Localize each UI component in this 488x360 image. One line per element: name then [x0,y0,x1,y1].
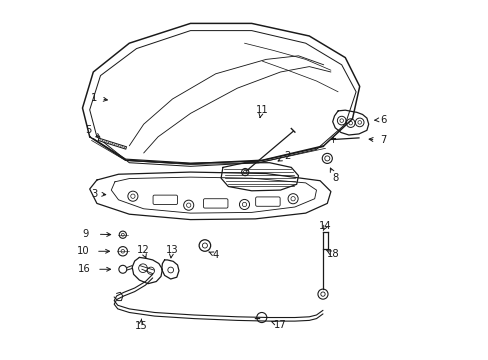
Text: 3: 3 [91,189,97,199]
Text: 15: 15 [134,321,147,331]
Text: 12: 12 [136,245,149,255]
Text: 6: 6 [379,114,386,125]
Text: 18: 18 [325,249,338,259]
Text: 7: 7 [379,135,386,145]
Text: 14: 14 [319,221,331,231]
Text: 5: 5 [84,125,91,135]
Text: 11: 11 [255,105,267,115]
Text: 10: 10 [77,246,89,256]
Text: 8: 8 [331,173,338,183]
Text: 16: 16 [78,264,90,274]
Text: 17: 17 [273,320,285,330]
Text: 4: 4 [212,250,218,260]
Text: 9: 9 [82,229,88,239]
Text: 2: 2 [284,150,290,161]
Text: 1: 1 [91,93,97,103]
Text: 13: 13 [165,245,178,255]
